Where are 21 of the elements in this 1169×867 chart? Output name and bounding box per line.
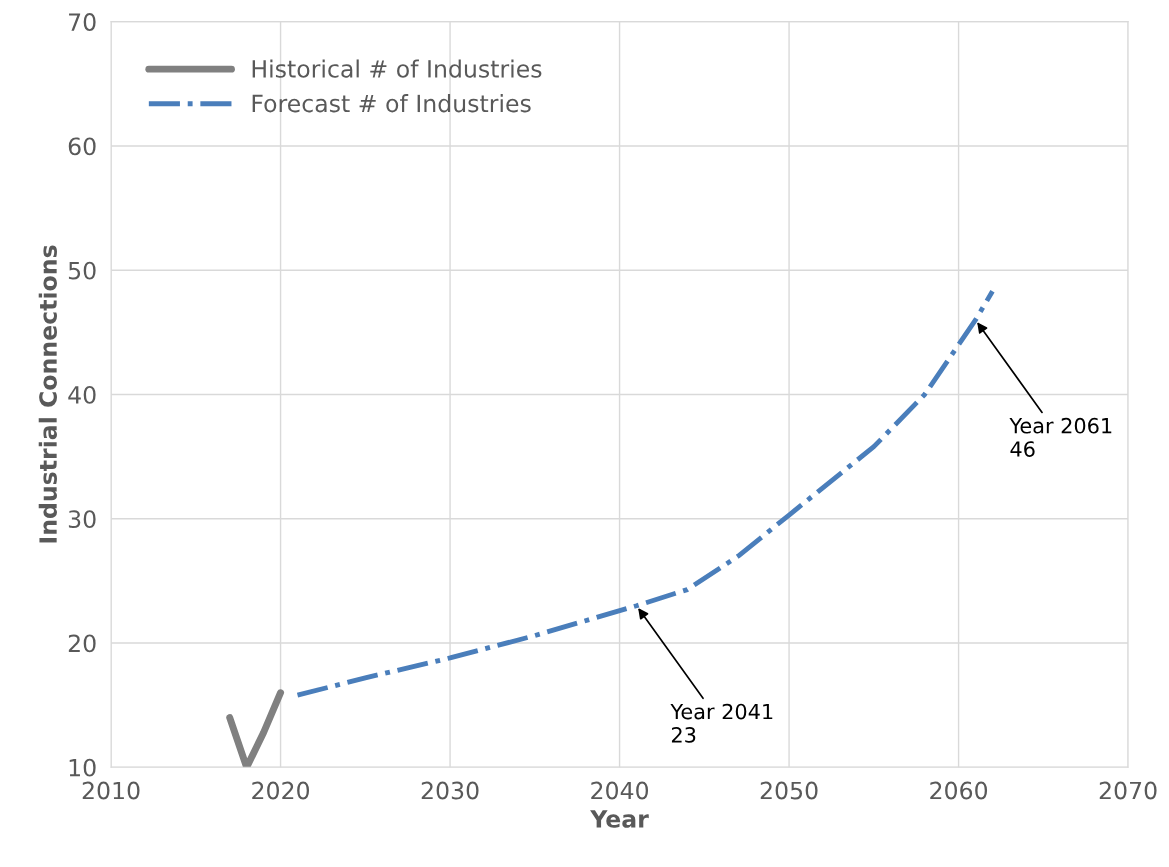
x-tick-label: 2020 xyxy=(252,781,310,800)
x-tick-label: 2050 xyxy=(760,781,818,800)
x-tick-label: 2060 xyxy=(930,781,988,800)
y-axis-title: Industrial Connections xyxy=(38,245,57,543)
y-tick-label: 70 xyxy=(69,13,96,31)
y-tick-label: 60 xyxy=(68,137,96,156)
x-tick-label: 2010 xyxy=(82,781,140,800)
line-series xyxy=(295,288,995,698)
y-tick-label: 10 xyxy=(69,758,96,777)
y-tick-label: 20 xyxy=(68,634,96,653)
y-tick-label: 50 xyxy=(68,261,96,280)
x-tick-label: 2070 xyxy=(1099,781,1157,800)
y-tick-label: 30 xyxy=(68,510,96,529)
legend-label: Forecast # of Industries xyxy=(252,94,531,113)
legend-label: Historical # of Industries xyxy=(252,59,542,78)
y-tick-label: 40 xyxy=(68,385,96,404)
x-tick-label: 2030 xyxy=(421,781,479,800)
annotation: Year 2061 46 xyxy=(1009,417,1112,457)
x-axis-title: Year xyxy=(590,810,649,828)
annotation: Year 2041 23 xyxy=(670,703,773,743)
x-tick-label: 2040 xyxy=(591,781,649,800)
